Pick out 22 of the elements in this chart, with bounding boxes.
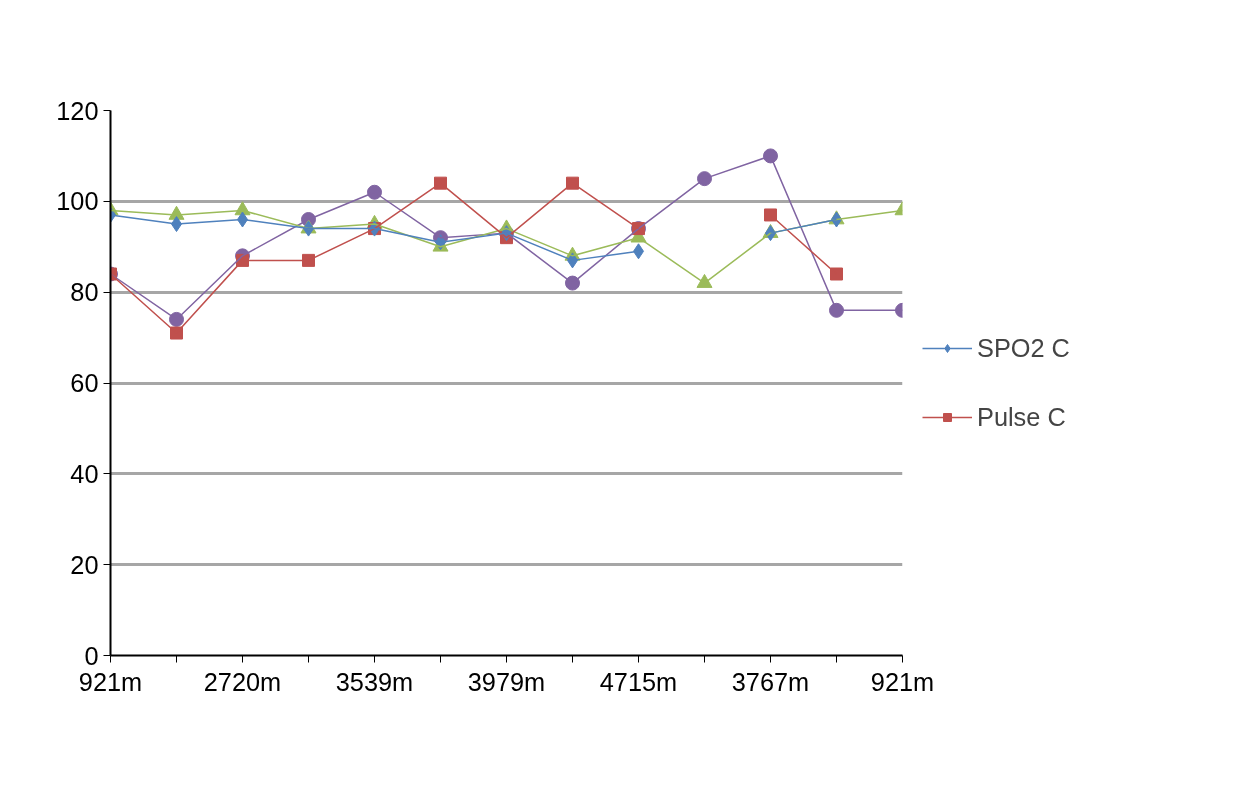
y-tick-label: 40 [70, 459, 99, 488]
y-tick-label: 60 [70, 369, 99, 397]
y-tick-label: 120 [56, 96, 99, 125]
point [565, 275, 580, 291]
y-tick-label: 20 [70, 550, 99, 579]
legend-label: SPO2 C [977, 333, 1070, 363]
legend-label: Pulse C [977, 402, 1066, 432]
point [764, 208, 777, 222]
y-tick-label: 0 [84, 641, 99, 670]
x-tick-label: 3979m [467, 667, 546, 696]
y-tick-label: 80 [70, 278, 99, 307]
y-tick-label: 100 [56, 187, 99, 216]
x-tick-label: 921m [870, 667, 935, 696]
point [170, 326, 183, 340]
point [830, 267, 843, 281]
point [302, 253, 315, 267]
point [829, 302, 844, 318]
x-tick-label: 4715m [599, 667, 678, 696]
x-tick-label: 3539m [335, 667, 414, 696]
x-tick-label: 2720m [203, 667, 282, 696]
x-tick-label: 3767m [731, 667, 810, 696]
x-tick-label: 921m [78, 667, 143, 696]
